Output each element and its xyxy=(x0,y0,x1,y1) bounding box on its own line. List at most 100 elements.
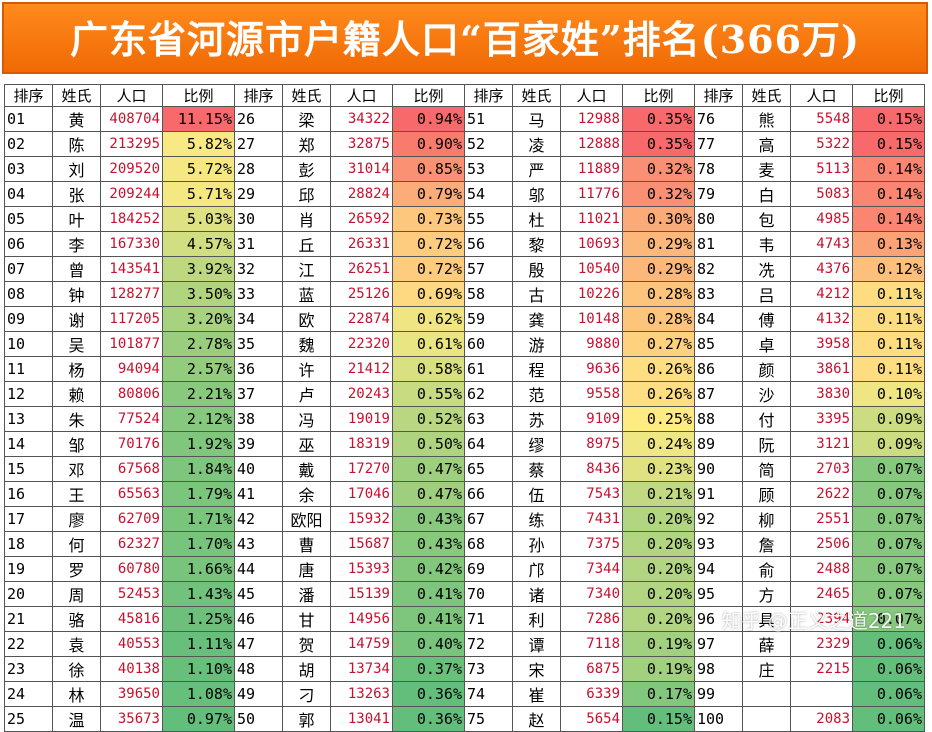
population-cell: 31014 xyxy=(330,156,393,182)
population-cell: 5113 xyxy=(790,156,853,182)
surname-cell: 柳 xyxy=(742,506,791,532)
rank-cell: 44 xyxy=(234,556,283,582)
population-cell: 19019 xyxy=(330,406,393,432)
table-row: 21 骆 45816 1.25% 46 甘 14956 0.41% 71 利 7286 0.20% 96… xyxy=(4,606,925,632)
population-cell: 60780 xyxy=(100,556,163,582)
header-ratio: 比例 xyxy=(392,84,465,107)
ratio-cell: 0.36% xyxy=(392,681,465,707)
surname-cell: 魏 xyxy=(282,331,331,357)
ratio-cell: 1.92% xyxy=(162,431,235,457)
surname-cell: 胡 xyxy=(282,656,331,682)
ratio-cell: 0.32% xyxy=(622,156,695,182)
population-cell: 20243 xyxy=(330,381,393,407)
rank-cell: 27 xyxy=(234,131,283,157)
ratio-cell: 0.72% xyxy=(392,256,465,282)
rank-cell: 14 xyxy=(4,431,53,457)
rank-cell: 26 xyxy=(234,106,283,132)
population-cell: 2551 xyxy=(790,506,853,532)
rank-cell: 94 xyxy=(694,556,743,582)
population-cell: 70176 xyxy=(100,431,163,457)
ratio-cell: 0.23% xyxy=(622,456,695,482)
population-cell: 117205 xyxy=(100,306,163,332)
surname-cell: 廖 xyxy=(52,506,101,532)
ratio-cell: 0.94% xyxy=(392,106,465,132)
ratio-cell: 0.07% xyxy=(852,556,925,582)
population-cell: 2394 xyxy=(790,606,853,632)
rank-cell: 69 xyxy=(464,556,513,582)
rank-cell: 09 xyxy=(4,306,53,332)
table-row: 25 温 35673 0.97% 50 郭 13041 0.36% 75 赵 5654 0.15% 10… xyxy=(4,706,925,732)
surname-cell: 朱 xyxy=(52,406,101,432)
population-cell: 11889 xyxy=(560,156,623,182)
population-cell: 5654 xyxy=(560,706,623,732)
rank-cell: 15 xyxy=(4,456,53,482)
ratio-cell: 0.06% xyxy=(852,631,925,657)
surname-cell: 方 xyxy=(742,581,791,607)
ratio-cell: 0.10% xyxy=(852,381,925,407)
population-cell: 10540 xyxy=(560,256,623,282)
rank-cell: 89 xyxy=(694,431,743,457)
ratio-cell: 1.08% xyxy=(162,681,235,707)
rank-cell: 48 xyxy=(234,656,283,682)
surname-cell xyxy=(742,681,791,707)
population-cell: 10148 xyxy=(560,306,623,332)
population-cell: 184252 xyxy=(100,206,163,232)
surname-cell: 邹 xyxy=(52,431,101,457)
surname-cell: 罗 xyxy=(52,556,101,582)
surname-cell: 曹 xyxy=(282,531,331,557)
surname-cell: 梁 xyxy=(282,106,331,132)
population-cell: 15687 xyxy=(330,531,393,557)
surname-cell: 温 xyxy=(52,706,101,732)
rank-cell: 24 xyxy=(4,681,53,707)
surname-cell: 韦 xyxy=(742,231,791,257)
surname-cell: 叶 xyxy=(52,206,101,232)
ratio-cell: 0.21% xyxy=(622,481,695,507)
population-cell: 11021 xyxy=(560,206,623,232)
rank-cell: 01 xyxy=(4,106,53,132)
population-cell: 67568 xyxy=(100,456,163,482)
surname-cell: 利 xyxy=(512,606,561,632)
ratio-cell: 1.10% xyxy=(162,656,235,682)
rank-cell: 67 xyxy=(464,506,513,532)
surname-cell: 俞 xyxy=(742,556,791,582)
ratio-cell: 0.47% xyxy=(392,481,465,507)
ratio-cell: 0.41% xyxy=(392,581,465,607)
rank-cell: 37 xyxy=(234,381,283,407)
rank-cell: 73 xyxy=(464,656,513,682)
surname-cell: 阮 xyxy=(742,431,791,457)
population-cell: 28824 xyxy=(330,181,393,207)
surname-cell: 赖 xyxy=(52,381,101,407)
rank-cell: 07 xyxy=(4,256,53,282)
surname-cell: 巫 xyxy=(282,431,331,457)
rank-cell: 20 xyxy=(4,581,53,607)
ratio-cell: 0.15% xyxy=(622,706,695,732)
ratio-cell: 0.24% xyxy=(622,431,695,457)
population-cell: 2622 xyxy=(790,481,853,507)
rank-cell: 11 xyxy=(4,356,53,382)
table-row: 12 赖 80806 2.21% 37 卢 20243 0.55% 62 范 9558 0.26% 87… xyxy=(4,381,925,407)
ratio-cell: 0.62% xyxy=(392,306,465,332)
population-cell: 21412 xyxy=(330,356,393,382)
rank-cell: 33 xyxy=(234,281,283,307)
ratio-cell: 1.79% xyxy=(162,481,235,507)
rank-cell: 28 xyxy=(234,156,283,182)
rank-cell: 41 xyxy=(234,481,283,507)
ratio-cell: 0.07% xyxy=(852,506,925,532)
rank-cell: 85 xyxy=(694,331,743,357)
table-row: 23 徐 40138 1.10% 48 胡 13734 0.37% 73 宋 6875 0.19% 98… xyxy=(4,656,925,682)
surname-cell: 唐 xyxy=(282,556,331,582)
rank-cell: 77 xyxy=(694,131,743,157)
surname-cell: 白 xyxy=(742,181,791,207)
population-cell: 3958 xyxy=(790,331,853,357)
population-cell: 14759 xyxy=(330,631,393,657)
rank-cell: 42 xyxy=(234,506,283,532)
surname-cell: 程 xyxy=(512,356,561,382)
surname-cell: 邓 xyxy=(52,456,101,482)
rank-cell: 87 xyxy=(694,381,743,407)
surname-cell: 苏 xyxy=(512,406,561,432)
surname-cell: 何 xyxy=(52,531,101,557)
ratio-cell: 5.82% xyxy=(162,131,235,157)
population-cell: 62709 xyxy=(100,506,163,532)
population-cell: 9636 xyxy=(560,356,623,382)
ratio-cell: 0.97% xyxy=(162,706,235,732)
